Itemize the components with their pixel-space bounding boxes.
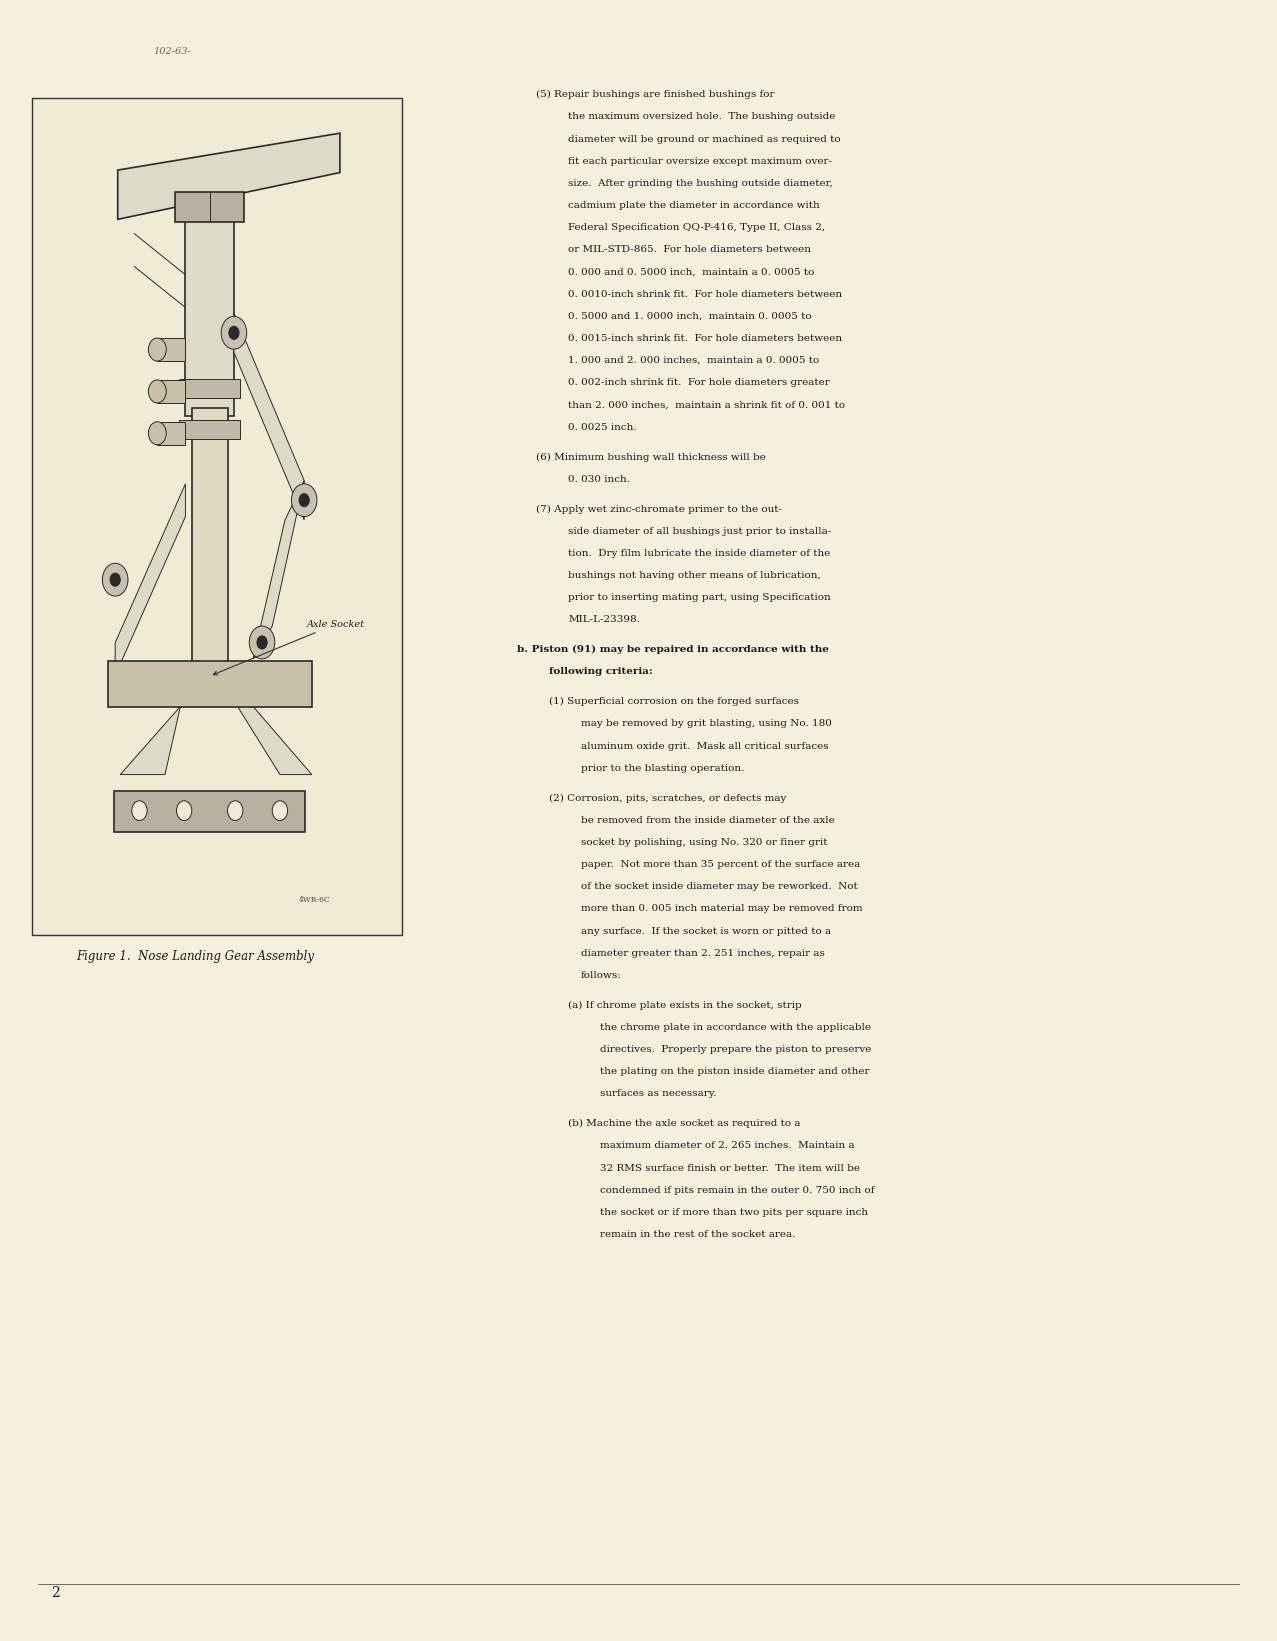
- Text: may be removed by grit blasting, using No. 180: may be removed by grit blasting, using N…: [581, 719, 831, 729]
- Text: condemned if pits remain in the outer 0. 750 inch of: condemned if pits remain in the outer 0.…: [600, 1186, 875, 1195]
- Text: 4WR-6C: 4WR-6C: [299, 896, 331, 904]
- Bar: [157, 338, 185, 361]
- Text: diameter will be ground or machined as required to: diameter will be ground or machined as r…: [568, 135, 840, 143]
- Text: (7) Apply wet zinc-chromate primer to the out-: (7) Apply wet zinc-chromate primer to th…: [536, 504, 783, 514]
- Circle shape: [102, 563, 128, 596]
- Text: 0. 5000 and 1. 0000 inch,  maintain 0. 0005 to: 0. 5000 and 1. 0000 inch, maintain 0. 00…: [568, 312, 812, 320]
- Circle shape: [148, 338, 166, 361]
- Text: (1) Superficial corrosion on the forged surfaces: (1) Superficial corrosion on the forged …: [549, 697, 799, 706]
- Text: following criteria:: following criteria:: [549, 668, 653, 676]
- Circle shape: [132, 801, 147, 820]
- Text: prior to inserting mating part, using Specification: prior to inserting mating part, using Sp…: [568, 592, 831, 602]
- Text: 0. 0015-inch shrink fit.  For hole diameters between: 0. 0015-inch shrink fit. For hole diamet…: [568, 333, 843, 343]
- Text: remain in the rest of the socket area.: remain in the rest of the socket area.: [600, 1231, 796, 1239]
- Circle shape: [257, 635, 267, 648]
- Text: 32 RMS surface finish or better.  The item will be: 32 RMS surface finish or better. The ite…: [600, 1163, 861, 1173]
- Text: the chrome plate in accordance with the applicable: the chrome plate in accordance with the …: [600, 1022, 871, 1032]
- Text: maximum diameter of 2. 265 inches.  Maintain a: maximum diameter of 2. 265 inches. Maint…: [600, 1142, 854, 1150]
- Text: 0. 002-inch shrink fit.  For hole diameters greater: 0. 002-inch shrink fit. For hole diamete…: [568, 377, 830, 387]
- Circle shape: [227, 801, 243, 820]
- Text: more than 0. 005 inch material may be removed from: more than 0. 005 inch material may be re…: [581, 904, 863, 914]
- Bar: [107, 661, 312, 707]
- Text: tion.  Dry film lubricate the inside diameter of the: tion. Dry film lubricate the inside diam…: [568, 548, 830, 558]
- Text: diameter greater than 2. 251 inches, repair as: diameter greater than 2. 251 inches, rep…: [581, 948, 825, 958]
- Bar: [175, 192, 244, 222]
- Text: (b) Machine the axle socket as required to a: (b) Machine the axle socket as required …: [568, 1119, 801, 1129]
- Text: of the socket inside diameter may be reworked.  Not: of the socket inside diameter may be rew…: [581, 883, 858, 891]
- Polygon shape: [253, 481, 304, 658]
- Text: 102-63-: 102-63-: [153, 48, 192, 56]
- Circle shape: [299, 494, 309, 507]
- Text: 0. 0025 inch.: 0. 0025 inch.: [568, 422, 637, 432]
- Polygon shape: [120, 684, 185, 775]
- Text: socket by polishing, using No. 320 or finer grit: socket by polishing, using No. 320 or fi…: [581, 839, 827, 847]
- Circle shape: [249, 625, 275, 658]
- Text: (2) Corrosion, pits, scratches, or defects may: (2) Corrosion, pits, scratches, or defec…: [549, 794, 787, 802]
- Text: be removed from the inside diameter of the axle: be removed from the inside diameter of t…: [581, 816, 835, 825]
- Polygon shape: [234, 684, 312, 775]
- Circle shape: [110, 573, 120, 586]
- Text: any surface.  If the socket is worn or pitted to a: any surface. If the socket is worn or pi…: [581, 927, 831, 935]
- Text: prior to the blasting operation.: prior to the blasting operation.: [581, 763, 744, 773]
- Polygon shape: [234, 313, 304, 520]
- Text: Figure 1.  Nose Landing Gear Assembly: Figure 1. Nose Landing Gear Assembly: [77, 950, 314, 963]
- Circle shape: [291, 484, 317, 517]
- Text: MIL-L-23398.: MIL-L-23398.: [568, 615, 640, 624]
- Circle shape: [221, 317, 246, 350]
- Circle shape: [148, 379, 166, 402]
- Bar: [179, 379, 240, 399]
- Text: than 2. 000 inches,  maintain a shrink fit of 0. 001 to: than 2. 000 inches, maintain a shrink fi…: [568, 400, 845, 409]
- Circle shape: [176, 801, 192, 820]
- Bar: [179, 420, 240, 440]
- Text: b. Piston (91) may be repaired in accordance with the: b. Piston (91) may be repaired in accord…: [517, 645, 829, 655]
- Text: or MIL-STD-865.  For hole diameters between: or MIL-STD-865. For hole diameters betwe…: [568, 245, 811, 254]
- Bar: [114, 791, 305, 832]
- Text: paper.  Not more than 35 percent of the surface area: paper. Not more than 35 percent of the s…: [581, 860, 861, 870]
- Text: fit each particular oversize except maximum over-: fit each particular oversize except maxi…: [568, 156, 833, 166]
- Circle shape: [229, 327, 239, 340]
- Text: 0. 030 inch.: 0. 030 inch.: [568, 474, 631, 484]
- Bar: [157, 422, 185, 445]
- Text: size.  After grinding the bushing outside diameter,: size. After grinding the bushing outside…: [568, 179, 833, 187]
- Text: Axle Socket: Axle Socket: [213, 620, 364, 674]
- Circle shape: [148, 422, 166, 445]
- Text: 2: 2: [51, 1585, 60, 1600]
- Bar: [157, 379, 185, 402]
- Bar: [185, 199, 234, 417]
- Text: the socket or if more than two pits per square inch: the socket or if more than two pits per …: [600, 1208, 868, 1218]
- Polygon shape: [117, 133, 340, 220]
- Text: Federal Specification QQ-P-416, Type II, Class 2,: Federal Specification QQ-P-416, Type II,…: [568, 223, 825, 231]
- Text: directives.  Properly prepare the piston to preserve: directives. Properly prepare the piston …: [600, 1045, 872, 1054]
- Bar: [32, 98, 402, 935]
- Text: the maximum oversized hole.  The bushing outside: the maximum oversized hole. The bushing …: [568, 112, 835, 121]
- Text: the plating on the piston inside diameter and other: the plating on the piston inside diamete…: [600, 1067, 870, 1076]
- Text: follows:: follows:: [581, 971, 622, 980]
- Text: cadmium plate the diameter in accordance with: cadmium plate the diameter in accordance…: [568, 200, 820, 210]
- Text: (6) Minimum bushing wall thickness will be: (6) Minimum bushing wall thickness will …: [536, 453, 766, 461]
- Text: bushings not having other means of lubrication,: bushings not having other means of lubri…: [568, 571, 821, 579]
- Bar: [192, 409, 227, 684]
- Circle shape: [272, 801, 287, 820]
- Text: surfaces as necessary.: surfaces as necessary.: [600, 1090, 716, 1098]
- Text: (a) If chrome plate exists in the socket, strip: (a) If chrome plate exists in the socket…: [568, 1001, 802, 1009]
- Text: 0. 000 and 0. 5000 inch,  maintain a 0. 0005 to: 0. 000 and 0. 5000 inch, maintain a 0. 0…: [568, 267, 815, 276]
- Text: aluminum oxide grit.  Mask all critical surfaces: aluminum oxide grit. Mask all critical s…: [581, 742, 829, 750]
- Text: side diameter of all bushings just prior to installa-: side diameter of all bushings just prior…: [568, 527, 831, 535]
- Text: 1. 000 and 2. 000 inches,  maintain a 0. 0005 to: 1. 000 and 2. 000 inches, maintain a 0. …: [568, 356, 820, 364]
- Polygon shape: [115, 484, 185, 676]
- Text: (5) Repair bushings are finished bushings for: (5) Repair bushings are finished bushing…: [536, 90, 775, 100]
- Text: 0. 0010-inch shrink fit.  For hole diameters between: 0. 0010-inch shrink fit. For hole diamet…: [568, 289, 843, 299]
